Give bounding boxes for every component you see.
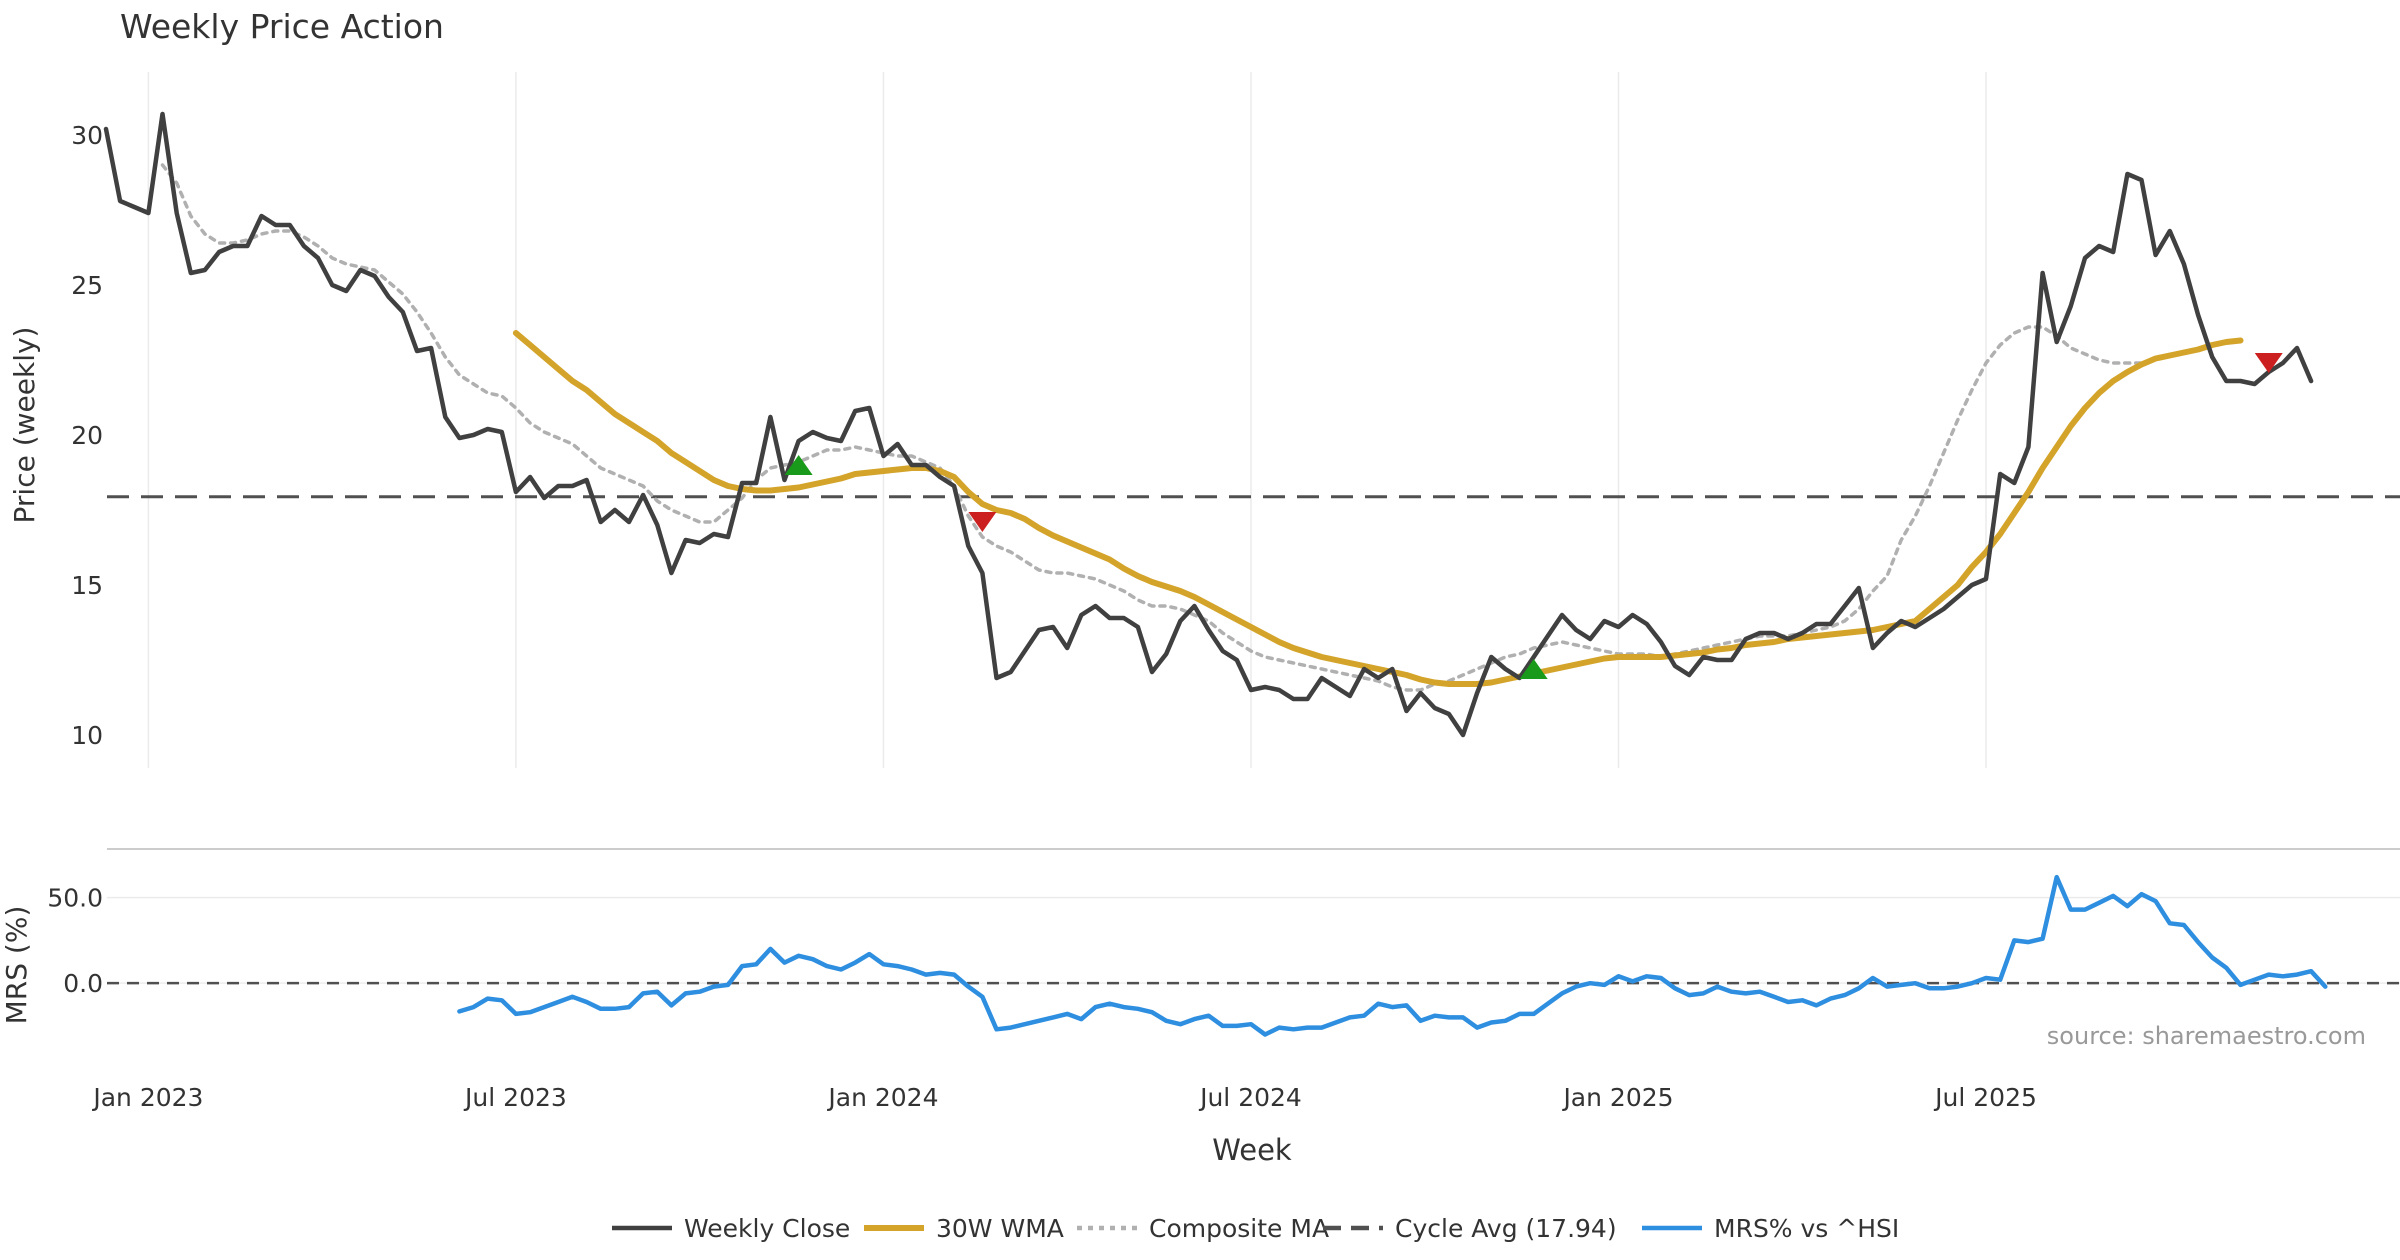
sell-signal-marker [968,512,997,532]
sell-signal-marker [2254,353,2283,373]
x-tick-label: Jul 2024 [1198,1083,1302,1112]
price-y-tick-label: 20 [71,421,103,450]
legend-item: Weekly Close [612,1214,850,1243]
x-tick-label: Jan 2025 [1561,1083,1673,1112]
signal-markers [784,353,2283,679]
mrs-gridlines [107,896,2400,984]
source-note: source: sharemaestro.com [2047,1022,2366,1050]
legend-label: Cycle Avg (17.94) [1395,1214,1617,1243]
mrs-y-tick-label: 0.0 [63,969,103,998]
mrs-y-ticks: 0.0 50.0 [47,884,103,999]
legend-label: Composite MA [1149,1214,1329,1243]
x-tick-label: Jan 2024 [826,1083,938,1112]
price-series-lines [103,111,2314,738]
legend-item: MRS% vs ^HSI [1642,1214,1899,1243]
chart-title: Weekly Price Action [120,7,444,46]
wma-30w-line [512,330,2244,687]
price-y-tick-label: 15 [71,571,103,600]
x-tick-label: Jan 2023 [91,1083,203,1112]
x-axis-ticks: Jan 2023 Jul 2023 Jan 2024 Jul 2024 Jan 2025… [91,1083,2037,1112]
price-y-tick-label: 25 [71,271,103,300]
price-y-tick-label: 30 [71,121,103,150]
legend-item: 30W WMA [864,1214,1064,1243]
x-axis-label: Week [1212,1133,1292,1167]
composite-ma-line [160,163,2144,692]
price-y-axis-label: Price (weekly) [8,327,41,524]
mrs-series-line [457,874,2328,1037]
weekly-close-line [103,111,2314,738]
mrs-y-axis-label: MRS (%) [0,906,33,1025]
buy-signal-marker [1519,659,1548,679]
legend-label: Weekly Close [684,1214,850,1243]
legend-label: 30W WMA [936,1214,1064,1243]
legend-label: MRS% vs ^HSI [1714,1214,1899,1243]
legend: Weekly Close 30W WMA Composite MA Cycle Avg… [612,1214,1899,1243]
legend-item: Composite MA [1077,1214,1329,1243]
buy-signal-marker [784,455,813,475]
mrs-line [457,874,2328,1037]
price-y-tick-label: 10 [71,721,103,750]
mrs-y-tick-label: 50.0 [47,884,103,913]
price-gridlines [147,72,1987,768]
x-tick-label: Jul 2025 [1933,1083,2037,1112]
legend-item: Cycle Avg (17.94) [1323,1214,1617,1243]
x-tick-label: Jul 2023 [463,1083,567,1112]
price-y-ticks: 10 15 20 25 30 [71,121,103,750]
